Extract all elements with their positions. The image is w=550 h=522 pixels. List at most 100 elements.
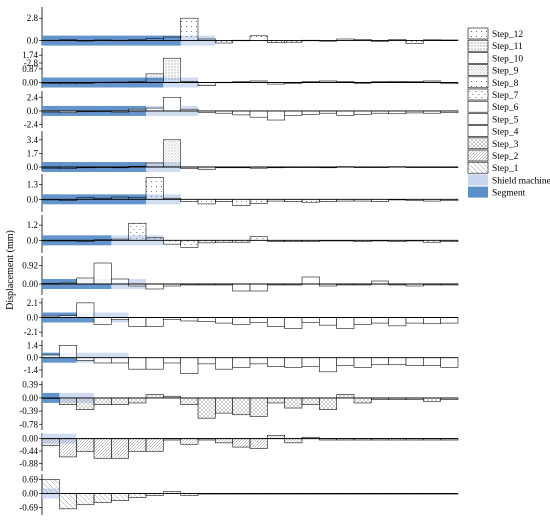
y-axis-title: Displacement (mm)	[5, 230, 16, 310]
bar	[128, 222, 147, 241]
legend-label: Step_10	[492, 54, 523, 64]
y-tick-label: 0.92	[22, 261, 38, 271]
panel-step-5: 2.1 0.0 -2.1	[24, 298, 459, 337]
bar	[111, 278, 129, 285]
bar	[128, 317, 147, 327]
bar	[319, 317, 337, 326]
y-tick-label: 0.00	[22, 393, 38, 403]
bar	[215, 357, 233, 370]
bar	[180, 240, 199, 248]
bar	[180, 397, 199, 405]
y-tick-label: 0.0	[27, 162, 39, 172]
bar	[145, 162, 164, 168]
bar	[267, 434, 285, 439]
legend-label: Step_5	[492, 115, 519, 125]
y-tick-label: 0.69	[22, 474, 38, 484]
bar	[163, 357, 181, 364]
bar	[197, 317, 216, 322]
bar	[440, 357, 459, 368]
y-tick-label: -0.39	[19, 406, 38, 416]
bar	[249, 236, 268, 241]
panel-step-10: 2.4 0.0 -2.4	[24, 91, 459, 130]
bar	[180, 17, 199, 41]
bar	[267, 317, 285, 327]
y-tick-label: 0.00	[22, 488, 38, 498]
legend-label: Step_8	[492, 79, 519, 89]
legend-label: Step_2	[492, 152, 519, 162]
legend-label: Segment	[492, 189, 526, 199]
legend: Step_12 Step_11 Step_10 Step_9 Step_8 Step_7 S…	[467, 27, 550, 199]
bar	[301, 276, 320, 285]
bar	[249, 110, 268, 118]
bar	[128, 357, 147, 370]
bar	[93, 438, 112, 459]
panels: 2.8 0.0 -2.81.74 0.87 0.00 2.4 0.0 -2.4 3.4 1.7 0.…	[19, 7, 459, 515]
bar	[59, 493, 77, 510]
bar	[440, 317, 459, 324]
legend-swatch	[467, 161, 489, 174]
y-tick-label: 2.1	[27, 298, 38, 308]
bar	[353, 357, 372, 368]
legend-label: Step_6	[492, 103, 519, 113]
bar	[76, 397, 95, 410]
y-tick-label: 1.74	[22, 50, 38, 60]
y-tick-label: 0.00	[22, 279, 38, 289]
legend-swatch	[467, 27, 489, 40]
bar	[249, 317, 268, 323]
bar	[128, 438, 147, 452]
bar	[76, 493, 95, 506]
bar	[284, 357, 303, 368]
bar	[128, 493, 147, 498]
legend-label: Step_7	[492, 91, 519, 101]
bar	[215, 438, 233, 444]
legend-label: Step_9	[492, 67, 519, 77]
bar	[301, 110, 320, 115]
bar	[353, 397, 372, 404]
panel-step-11: 1.74 0.87 0.00	[22, 48, 459, 88]
bar	[405, 317, 424, 324]
bar	[249, 283, 268, 292]
y-tick-label: 0.00	[22, 78, 38, 88]
bar	[163, 96, 181, 112]
panel-step-2: 0.00 -0.44 -0.88	[19, 433, 459, 471]
legend-label: Step_1	[492, 164, 519, 174]
y-tick-label: 3.4	[27, 135, 39, 145]
bar	[284, 397, 303, 409]
bar	[76, 277, 95, 285]
bar	[111, 438, 129, 459]
bar	[59, 438, 77, 458]
bar	[319, 397, 337, 410]
bar	[145, 177, 164, 200]
y-tick-label: -2.1	[24, 327, 38, 337]
legend-swatch	[467, 88, 489, 101]
y-tick-label: 1.2	[27, 220, 38, 230]
legend-swatch	[467, 113, 489, 125]
bar	[336, 394, 355, 399]
bar	[163, 36, 181, 41]
bar	[215, 397, 233, 414]
bar	[197, 199, 216, 205]
bar	[336, 317, 355, 329]
legend-label: Step_11	[492, 42, 523, 52]
y-tick-label: 0.0	[27, 194, 39, 204]
y-tick-label: 2.4	[27, 92, 39, 102]
bar	[405, 357, 424, 366]
bar	[232, 110, 251, 116]
bar	[249, 357, 268, 365]
bar	[249, 35, 268, 41]
bar	[423, 317, 441, 325]
bar	[93, 357, 112, 364]
y-tick-label: -2.4	[24, 120, 39, 130]
bar	[249, 397, 268, 417]
bar	[423, 397, 441, 402]
bar	[93, 262, 112, 285]
bar	[319, 357, 337, 373]
legend-swatch	[468, 174, 488, 186]
panel-step-4: 1.4 0.0 -1.4	[24, 340, 459, 378]
bar	[197, 397, 216, 419]
y-tick-label: 0.00	[22, 434, 38, 444]
bar	[232, 357, 251, 368]
legend-label: Step_3	[492, 140, 519, 150]
bar	[232, 199, 251, 206]
